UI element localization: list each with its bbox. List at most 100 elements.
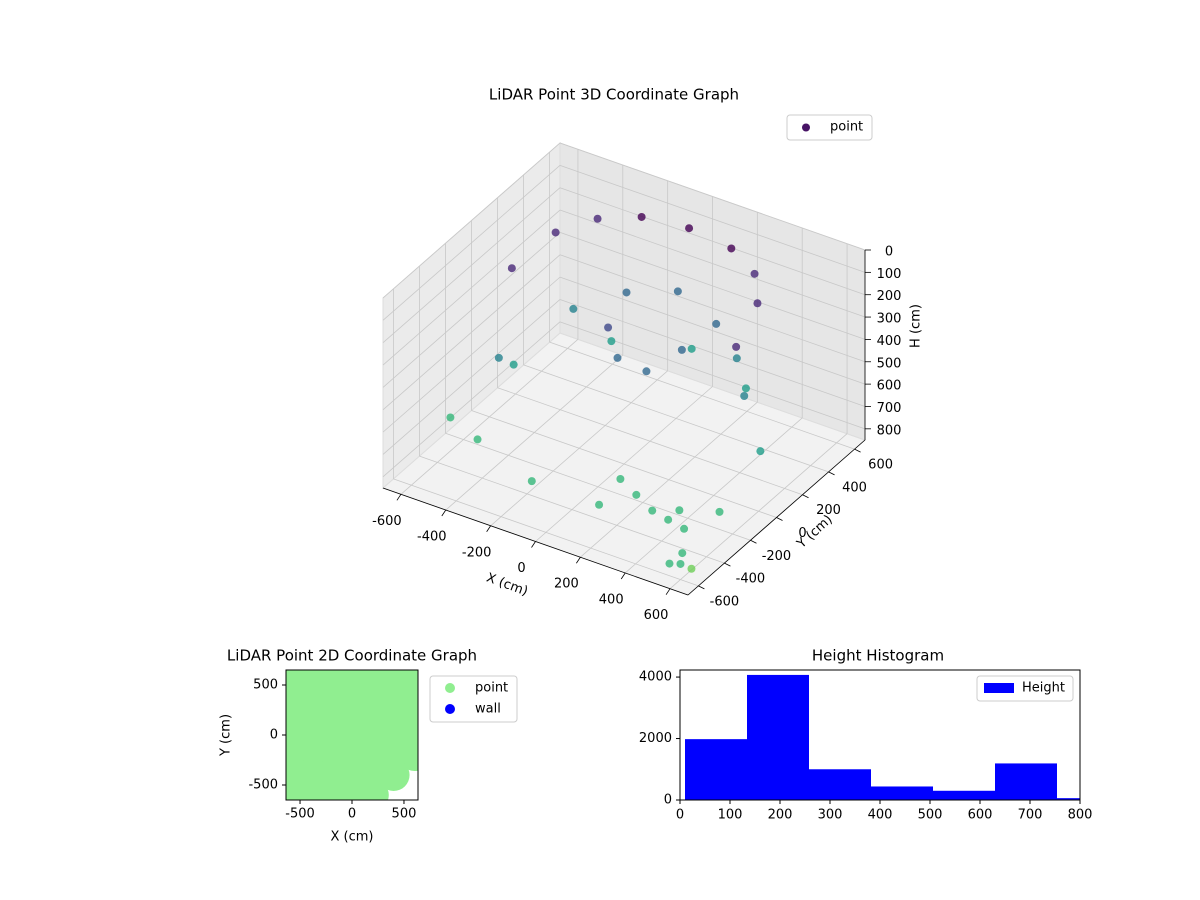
grid-line	[445, 432, 751, 541]
point	[732, 354, 741, 363]
z-axis-label: H (cm)	[909, 304, 924, 348]
point	[473, 435, 482, 444]
grid-line	[382, 299, 561, 455]
point	[356, 779, 389, 800]
point	[632, 490, 641, 499]
tick-mark	[441, 509, 447, 517]
point	[676, 559, 685, 568]
z-tick-label: 600	[877, 379, 902, 394]
point	[677, 345, 686, 354]
tick-mark	[531, 541, 536, 548]
x-tick-label: -600	[372, 514, 402, 529]
chart-title: LiDAR Point 3D Coordinate Graph	[489, 86, 739, 104]
legend-patch	[984, 683, 1014, 693]
x-tick-label: 500	[918, 808, 943, 823]
point	[377, 759, 410, 791]
x-tick-label: 600	[644, 608, 669, 623]
legend-marker	[445, 683, 455, 693]
tick-mark	[698, 585, 705, 590]
legend-box	[786, 114, 873, 141]
point	[727, 244, 736, 253]
x-tick-label: 700	[1018, 808, 1043, 823]
x-axis	[382, 487, 689, 596]
tick-mark	[802, 494, 809, 499]
legend-marker	[445, 704, 455, 714]
tick-mark	[396, 494, 402, 501]
point	[527, 477, 536, 486]
group	[286, 670, 418, 800]
grid-line	[559, 142, 866, 251]
y-tick-label: -600	[710, 594, 740, 609]
legend-box	[976, 675, 1074, 702]
z-tick-label: 100	[877, 267, 902, 282]
legend-marker	[802, 123, 810, 132]
tick-mark	[620, 572, 626, 580]
chart-title: Height Histogram	[812, 647, 944, 665]
x-tick-label: -500	[285, 807, 315, 822]
grid-line	[419, 455, 725, 564]
x-tick-label: 200	[768, 808, 793, 823]
grid-line	[523, 364, 829, 473]
x-tick-label: 100	[718, 808, 743, 823]
point	[604, 323, 613, 332]
y-tick-label: -200	[762, 549, 792, 564]
x-tick-label: 0	[348, 807, 356, 822]
point	[753, 299, 762, 308]
tick-mark	[776, 517, 783, 521]
point	[607, 337, 616, 346]
x-tick-label: 0	[676, 808, 684, 823]
grid-line	[549, 341, 855, 450]
point	[551, 228, 560, 237]
y-tick-label: 500	[253, 678, 278, 693]
grid-line	[382, 165, 561, 321]
x-tick-label: 200	[554, 577, 579, 592]
y-axis-label: Y (cm)	[219, 714, 234, 757]
x-tick-label: 600	[968, 808, 993, 823]
group	[685, 674, 1080, 800]
x-tick-label: 300	[818, 808, 843, 823]
point	[642, 367, 651, 376]
grid-line	[559, 254, 866, 363]
x-tick-label: 800	[1068, 808, 1093, 823]
z-tick-label: 200	[877, 289, 902, 304]
y-tick-label: 400	[842, 480, 867, 495]
point	[712, 319, 721, 328]
bar	[685, 739, 747, 800]
tick-mark	[576, 557, 581, 564]
y-tick-label: 0	[798, 526, 806, 541]
grid-line	[497, 387, 803, 496]
bar	[1057, 798, 1080, 800]
x-tick-label: 400	[868, 808, 893, 823]
z-tick-label: 400	[877, 334, 902, 349]
y-tick-label: 200	[816, 503, 841, 518]
z-tick-label: 800	[877, 423, 902, 438]
legend-label: wall	[475, 702, 501, 717]
x-tick-label: -200	[462, 545, 492, 560]
y-axis	[687, 439, 866, 596]
point	[622, 288, 631, 297]
point	[494, 353, 503, 362]
tick-mark	[854, 448, 861, 453]
tick-mark	[486, 525, 491, 532]
point	[616, 475, 625, 484]
grid-line	[559, 187, 866, 296]
point	[715, 507, 724, 516]
legend-label: point	[475, 681, 508, 696]
y-tick-label: 0	[270, 728, 278, 743]
point	[593, 214, 602, 223]
point	[741, 384, 750, 393]
grid-line	[382, 232, 561, 388]
point	[678, 549, 687, 558]
y-tick-label: -400	[736, 572, 766, 587]
y-tick-label: 4000	[639, 670, 672, 685]
point	[685, 224, 694, 233]
x-tick-label: -400	[417, 530, 447, 545]
point	[507, 264, 516, 273]
point	[756, 447, 765, 456]
chart-title: LiDAR Point 2D Coordinate Graph	[227, 647, 477, 665]
x-tick-label: 0	[517, 561, 525, 576]
z-tick-label: 500	[877, 356, 902, 371]
grid-line	[471, 410, 777, 518]
y-tick-label: 0	[664, 793, 672, 808]
